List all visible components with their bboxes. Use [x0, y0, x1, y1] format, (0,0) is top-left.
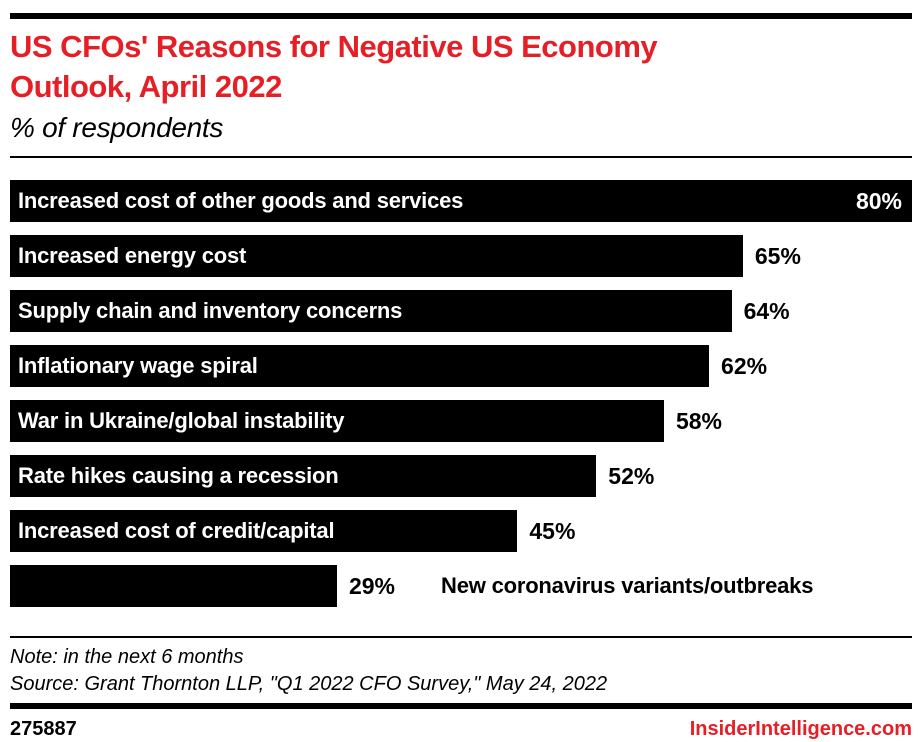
bar-row: Inflationary wage spiral 62%: [10, 345, 912, 387]
chart-notes: Note: in the next 6 months Source: Grant…: [10, 644, 912, 698]
bar-row: Supply chain and inventory concerns 64%: [10, 290, 912, 332]
bar: Increased cost of credit/capital: [10, 510, 518, 552]
chart-page: US CFOs' Reasons for Negative US Economy…: [0, 13, 922, 741]
bar-value-label: 29%: [348, 572, 396, 599]
bar: War in Ukraine/global instability: [10, 400, 664, 442]
brand-link[interactable]: InsiderIntelligence.com: [689, 718, 912, 740]
page-title-line1: US CFOs' Reasons for Negative US Economy: [10, 29, 658, 64]
source-text: Source: Grant Thornton LLP, "Q1 2022 CFO…: [10, 673, 608, 695]
bar-row: Increased cost of credit/capital 45%: [10, 510, 912, 552]
bar-row: War in Ukraine/global instability 58%: [10, 400, 912, 442]
bar-category-label: War in Ukraine/global instability: [18, 408, 345, 433]
bar-category-label: Increased cost of credit/capital: [18, 518, 335, 543]
bar-row: Rate hikes causing a recession 52%: [10, 455, 912, 497]
bar-value-label: 45%: [529, 517, 576, 544]
bar: [10, 565, 337, 607]
bar-category-label: Supply chain and inventory concerns: [18, 298, 403, 323]
note-text: Note: in the next 6 months: [10, 646, 244, 668]
bar-category-label: Increased energy cost: [18, 243, 247, 268]
page-title: US CFOs' Reasons for Negative US Economy…: [10, 27, 912, 107]
chart-subtitle: % of respondents: [10, 112, 224, 143]
bar-value-label: 58%: [675, 407, 722, 434]
bar-category-label: Inflationary wage spiral: [18, 353, 258, 378]
top-divider: [10, 13, 912, 19]
bar-category-label: Increased cost of other goods and servic…: [18, 188, 464, 213]
bar-row: Increased cost of other goods and servic…: [10, 180, 912, 222]
bar: Increased cost of other goods and servic…: [10, 180, 912, 222]
bar-rows: Increased cost of other goods and servic…: [10, 180, 912, 607]
header-divider: [10, 156, 912, 158]
bar-chart: Increased cost of other goods and servic…: [10, 180, 912, 607]
bar: Supply chain and inventory concerns: [10, 290, 732, 332]
bar-value-label: 52%: [608, 462, 655, 489]
bar-value-label: 65%: [754, 242, 801, 269]
bar-value-label: 64%: [743, 297, 790, 324]
bar-value-label: 80%: [855, 187, 902, 214]
note-divider: [10, 636, 912, 638]
bottom-divider: [10, 703, 912, 709]
bar-category-label: Rate hikes causing a recession: [18, 463, 339, 488]
bar-category-label: New coronavirus variants/outbreaks: [441, 573, 814, 598]
footer: 275887 InsiderIntelligence.com: [10, 718, 912, 741]
bar: Increased energy cost: [10, 235, 743, 277]
bar-row: Increased energy cost 65%: [10, 235, 912, 277]
bar-value-label: 62%: [721, 352, 768, 379]
bar: Inflationary wage spiral: [10, 345, 710, 387]
bar-row: 29% New coronavirus variants/outbreaks: [10, 565, 912, 607]
chart-id: 275887: [10, 718, 77, 740]
bar: Rate hikes causing a recession: [10, 455, 597, 497]
page-title-line2: Outlook, April 2022: [10, 69, 282, 104]
